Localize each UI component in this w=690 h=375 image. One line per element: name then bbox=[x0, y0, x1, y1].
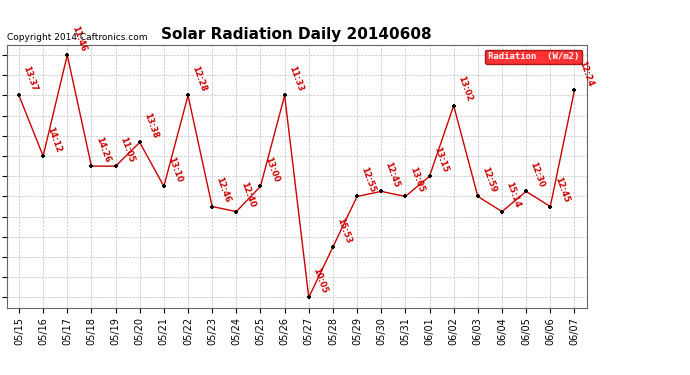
Text: 13:38: 13:38 bbox=[142, 112, 159, 140]
Legend: Radiation  (W/m2): Radiation (W/m2) bbox=[485, 50, 582, 64]
Point bbox=[569, 87, 580, 93]
Text: 13:05: 13:05 bbox=[408, 166, 425, 194]
Point bbox=[110, 163, 121, 169]
Point bbox=[182, 93, 193, 99]
Point bbox=[14, 93, 25, 99]
Text: 12:30: 12:30 bbox=[529, 161, 546, 189]
Text: 12:46: 12:46 bbox=[215, 176, 233, 204]
Text: Copyright 2014 Caftronics.com: Copyright 2014 Caftronics.com bbox=[7, 33, 148, 42]
Text: 13:00: 13:00 bbox=[263, 156, 280, 184]
Point bbox=[134, 140, 145, 146]
Text: 14:26: 14:26 bbox=[94, 135, 112, 164]
Text: 12:45: 12:45 bbox=[384, 160, 402, 189]
Text: 11:05: 11:05 bbox=[118, 135, 136, 164]
Point bbox=[158, 183, 169, 189]
Text: 13:15: 13:15 bbox=[432, 146, 450, 174]
Title: Solar Radiation Daily 20140608: Solar Radiation Daily 20140608 bbox=[161, 27, 432, 42]
Point bbox=[255, 183, 266, 189]
Text: 11:46: 11:46 bbox=[70, 24, 88, 52]
Point bbox=[351, 194, 363, 200]
Text: 15:53: 15:53 bbox=[335, 216, 353, 244]
Point bbox=[497, 209, 508, 214]
Text: 15:14: 15:14 bbox=[504, 181, 522, 209]
Text: 12:55: 12:55 bbox=[359, 166, 377, 194]
Point bbox=[424, 173, 435, 179]
Text: 13:37: 13:37 bbox=[21, 65, 39, 93]
Point bbox=[86, 163, 97, 169]
Text: 12:24: 12:24 bbox=[577, 60, 595, 88]
Text: 12:40: 12:40 bbox=[239, 181, 257, 209]
Text: 13:02: 13:02 bbox=[456, 75, 473, 103]
Text: 13:10: 13:10 bbox=[166, 156, 184, 184]
Point bbox=[62, 52, 73, 58]
Text: 10:05: 10:05 bbox=[311, 267, 328, 295]
Point bbox=[545, 204, 556, 210]
Point bbox=[328, 244, 339, 250]
Point bbox=[472, 194, 483, 200]
Point bbox=[448, 103, 460, 109]
Text: 12:45: 12:45 bbox=[553, 176, 571, 204]
Text: 14:12: 14:12 bbox=[46, 125, 63, 153]
Text: 11:33: 11:33 bbox=[287, 65, 304, 93]
Point bbox=[37, 153, 48, 159]
Point bbox=[207, 204, 218, 210]
Text: 12:28: 12:28 bbox=[190, 65, 208, 93]
Point bbox=[279, 93, 290, 99]
Point bbox=[520, 188, 531, 194]
Point bbox=[303, 294, 314, 300]
Point bbox=[230, 209, 241, 214]
Text: 12:59: 12:59 bbox=[480, 166, 498, 194]
Point bbox=[400, 194, 411, 200]
Point bbox=[375, 188, 386, 194]
